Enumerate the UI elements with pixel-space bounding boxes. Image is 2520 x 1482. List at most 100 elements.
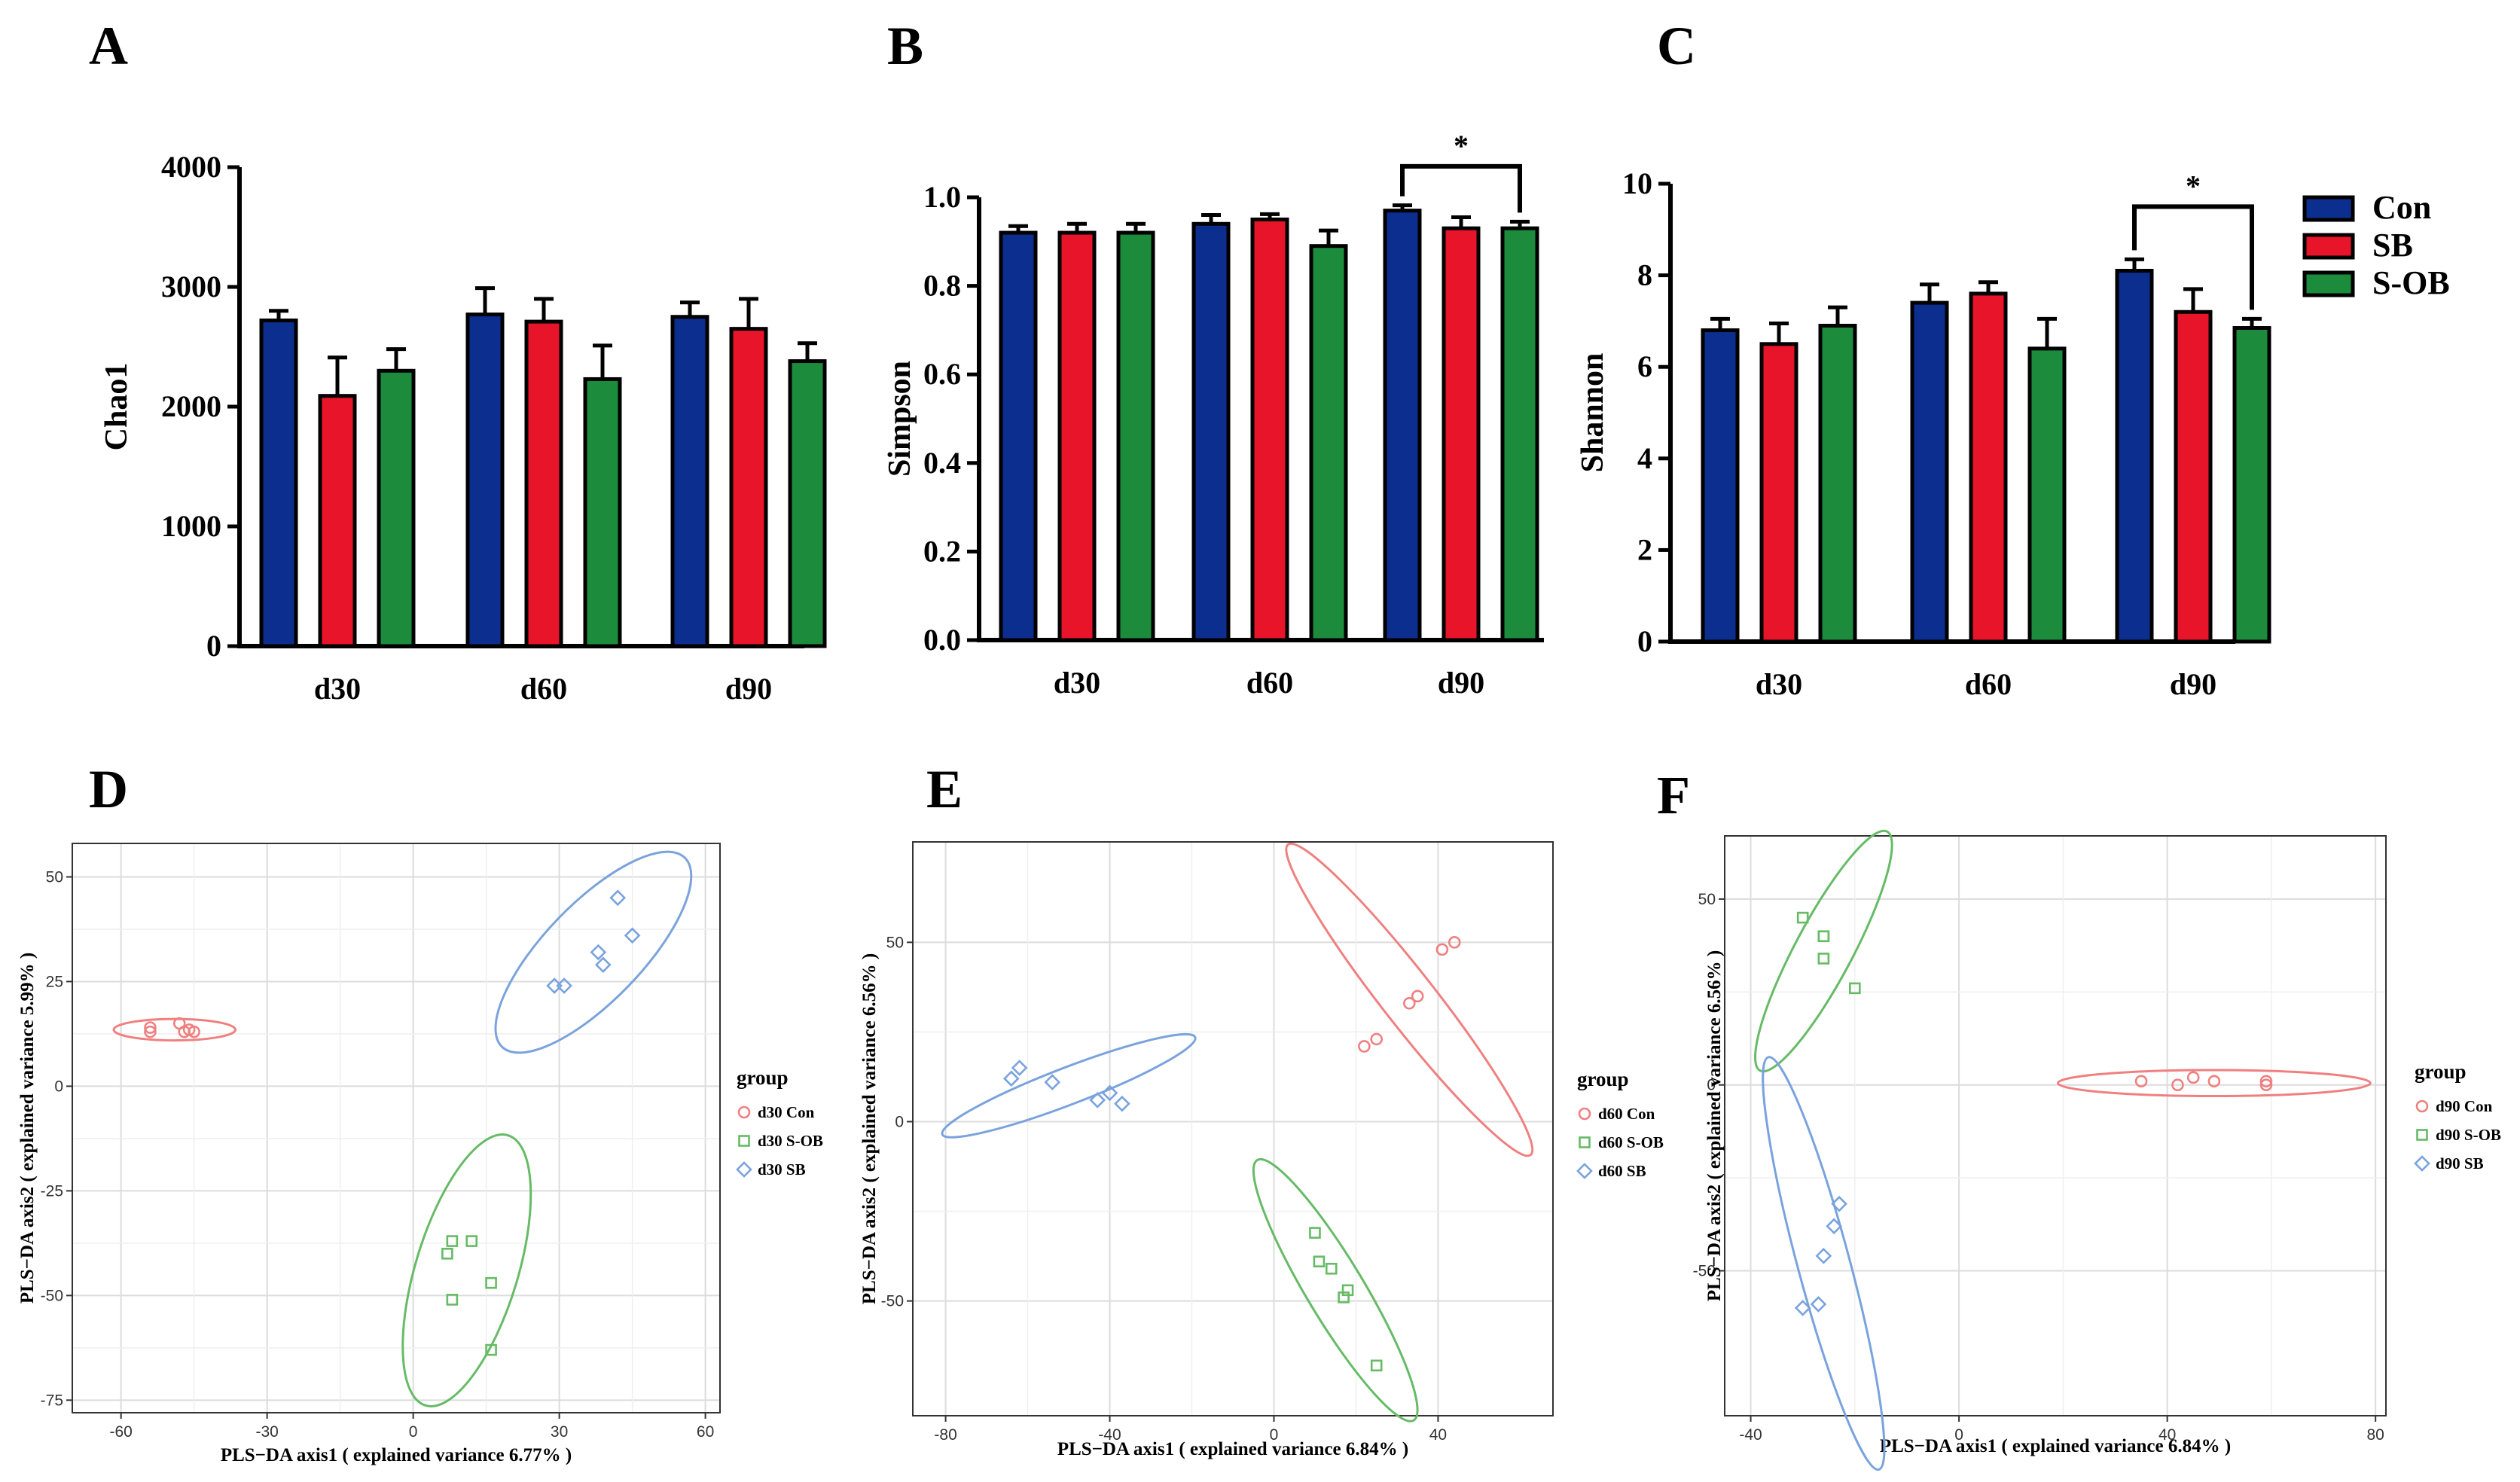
bar-con-d90 <box>1383 209 1422 642</box>
data-point-diamond <box>590 944 607 961</box>
data-point-circle <box>2259 1075 2273 1088</box>
legend-entry: d60 Con <box>1598 1105 1655 1123</box>
y-tick-label: 50 <box>1698 891 1716 908</box>
bar-sb-d60 <box>1250 217 1289 642</box>
x-tick-label: 0 <box>1954 1426 1963 1444</box>
bar-con-d30 <box>999 230 1038 642</box>
plot-frame <box>72 843 721 1413</box>
x-tick-label: -80 <box>934 1426 956 1444</box>
data-point-circle <box>2134 1075 2148 1088</box>
data-point-diamond <box>1089 1092 1106 1108</box>
y-tick-label: -50 <box>881 1293 904 1310</box>
plot-background <box>913 842 1553 1416</box>
data-point-circle <box>1411 990 1424 1003</box>
plot-background <box>1725 836 2386 1416</box>
bar-con-d60 <box>465 313 505 648</box>
x-tick-label: 0 <box>1270 1426 1279 1444</box>
bar-sb-d90 <box>2174 310 2213 644</box>
bar-con-d30 <box>259 319 298 648</box>
y-tick-label: 10 <box>1622 166 1652 200</box>
legend-marker-diamond <box>736 1161 752 1178</box>
legend-entry: d30 SB <box>758 1160 806 1179</box>
y-tick-label: 25 <box>46 973 63 990</box>
bar-con-d30 <box>1701 328 1740 644</box>
bar-con-d60 <box>1191 221 1231 642</box>
legend-title: group <box>737 1066 789 1089</box>
panel-letter-b: B <box>887 16 923 76</box>
x-category-label: d90 <box>2170 667 2216 701</box>
x-category-label: d30 <box>314 672 361 706</box>
data-point-diamond <box>1011 1060 1028 1076</box>
data-point-square <box>1370 1359 1383 1372</box>
x-category-label: d60 <box>520 672 567 706</box>
legend-entry: d30 Con <box>758 1103 815 1121</box>
significance-bracket <box>1400 163 1522 213</box>
confidence-ellipse-2 <box>494 850 693 1054</box>
bar-con-d90 <box>2115 269 2154 644</box>
y-tick-label: 0.6 <box>923 357 961 391</box>
y-tick-label: 4 <box>1637 441 1652 475</box>
data-point-square <box>446 1294 459 1306</box>
data-point-diamond <box>1831 1195 1847 1212</box>
legend-marker-diamond <box>1576 1163 1593 1179</box>
bar-sb-d60 <box>524 319 563 648</box>
confidence-ellipse-0 <box>1285 842 1534 1157</box>
legend-swatch-con <box>2302 195 2355 222</box>
data-point-circle <box>144 1025 157 1038</box>
bar-sb-d90 <box>729 327 768 648</box>
bar-s-ob-d60 <box>1309 244 1348 642</box>
chao1-bar-chart: 0 1000 2000 3000 4000 Chao1 d30 d60 d90 <box>99 150 827 706</box>
legend-marker-circle <box>1578 1107 1591 1121</box>
data-point-square <box>441 1247 453 1260</box>
x-tick-label: 80 <box>2366 1426 2384 1444</box>
x-tick-label: -40 <box>1739 1426 1762 1444</box>
x-axis-title: PLS−DA axis1 ( explained variance 6.84% … <box>1057 1439 1408 1459</box>
pls-da-d90-scatter: -40 0 40 80 -50 0 50 PLS−DA axis1 ( explained v… <box>1693 829 2501 1471</box>
data-point-circle <box>2186 1071 2200 1084</box>
confidence-ellipse-2 <box>941 1032 1197 1139</box>
x-tick-label: 40 <box>1429 1426 1447 1444</box>
data-point-square <box>465 1235 478 1247</box>
y-tick-label: 0.8 <box>923 269 961 303</box>
panel-letter-f: F <box>1657 765 1690 825</box>
confidence-ellipse-0 <box>112 1017 237 1042</box>
bar-con-d90 <box>670 315 709 648</box>
data-point-diamond <box>624 927 641 944</box>
confidence-ellipse-1 <box>1754 829 1893 1073</box>
simpson-bar-chart: 0.0 0.2 0.4 0.6 0.8 1.0 Simpson d30 d60 d90 * <box>883 129 1544 700</box>
confidence-ellipse-1 <box>1252 1157 1419 1423</box>
x-tick-label: 0 <box>409 1423 418 1441</box>
confidence-ellipse-1 <box>401 1133 532 1407</box>
data-point-square <box>1313 1255 1326 1268</box>
legend-label-s-ob: S-OB <box>2372 264 2450 301</box>
pls-da-d30-scatter: -60 -30 0 30 60 -75 -50 -25 0 25 50 PLS−DA axis1 ( … <box>17 843 823 1465</box>
y-tick-label: 4000 <box>161 150 221 184</box>
data-point-diamond <box>556 977 572 994</box>
bar-s-ob-d30 <box>1818 323 1857 644</box>
bar-sb-d30 <box>1057 230 1097 642</box>
data-point-circle <box>144 1021 157 1034</box>
y-tick-label: -25 <box>41 1182 63 1200</box>
legend-swatch-s-ob <box>2302 270 2355 297</box>
y-tick-label: -50 <box>1693 1263 1716 1280</box>
legend-title: group <box>1577 1068 1629 1090</box>
legend-entry: d90 S-OB <box>2436 1126 2501 1144</box>
panel-letter-a: A <box>89 16 128 76</box>
legend-label-sb: SB <box>2372 227 2413 264</box>
data-point-square <box>1796 911 1809 924</box>
data-point-square <box>1817 953 1830 965</box>
data-point-square <box>1309 1227 1321 1239</box>
y-tick-label: 50 <box>886 934 904 951</box>
plot-frame <box>912 841 1554 1416</box>
plot-frame <box>1724 835 2387 1416</box>
pls-da-d60-scatter: -80 -40 0 40 -50 0 50 PLS−DA axis1 ( explained … <box>859 841 1664 1459</box>
legend-swatch-sb <box>2302 233 2355 260</box>
legend-entry: d90 SB <box>2436 1154 2484 1172</box>
data-point-diamond <box>1044 1074 1061 1090</box>
panel-letter-e: E <box>926 759 963 819</box>
y-tick-label: -50 <box>41 1287 63 1304</box>
y-tick-label: 0 <box>1707 1077 1716 1094</box>
data-point-square <box>485 1343 497 1356</box>
